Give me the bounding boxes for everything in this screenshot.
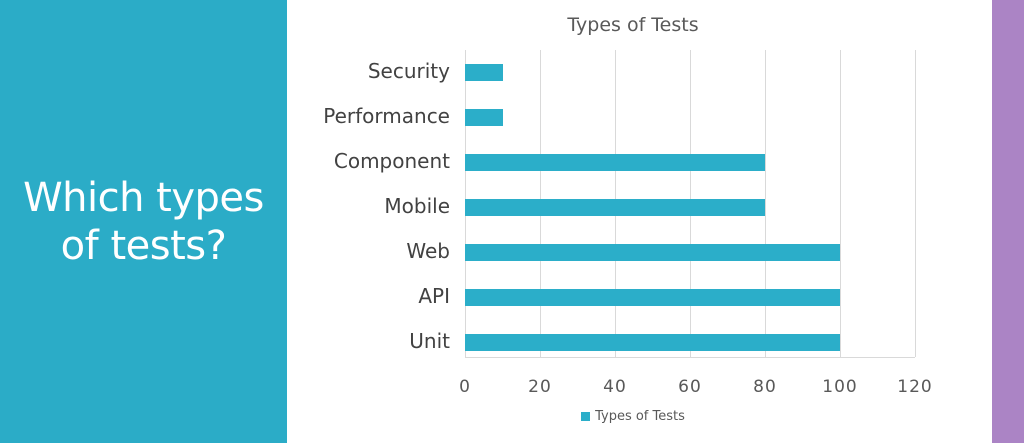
bar-mobile xyxy=(465,199,765,216)
x-tick-label: 120 xyxy=(897,377,933,397)
gridline-x-100 xyxy=(840,50,841,357)
gridline-x-80 xyxy=(765,50,766,357)
slide-headline: Which types of tests? xyxy=(23,174,264,270)
headline-line-1: Which types xyxy=(23,174,264,221)
title-panel: Which types of tests? xyxy=(0,0,287,443)
x-axis-line xyxy=(465,357,915,358)
category-label-web: Web xyxy=(406,239,450,263)
headline-line-2: of tests? xyxy=(60,222,227,269)
chart-legend: Types of Tests xyxy=(288,409,978,424)
chart-title: Types of Tests xyxy=(567,14,699,36)
x-tick-label: 100 xyxy=(822,377,858,397)
legend-swatch-icon xyxy=(581,412,591,421)
x-tick-label: 80 xyxy=(753,377,777,397)
bar-component xyxy=(465,154,765,171)
category-label-mobile: Mobile xyxy=(384,194,450,218)
bar-api xyxy=(465,289,840,306)
x-tick-label: 20 xyxy=(528,377,552,397)
bar-web xyxy=(465,244,840,261)
category-label-component: Component xyxy=(333,149,450,173)
bar-chart: Types of Tests 0 20 40 60 80 100 120 Security Pe… xyxy=(288,0,992,443)
plot-area: 0 20 40 60 80 100 120 Security Performance Compon… xyxy=(288,0,992,443)
category-label-security: Security xyxy=(367,59,450,83)
x-tick-label: 60 xyxy=(678,377,702,397)
legend-label: Types of Tests xyxy=(595,409,685,424)
x-tick-label: 40 xyxy=(603,377,627,397)
gridline-x-120 xyxy=(915,50,916,357)
x-tick-label: 0 xyxy=(459,377,471,397)
category-label-api: API xyxy=(418,284,450,308)
bar-unit xyxy=(465,334,840,351)
bar-security xyxy=(465,64,503,81)
purple-accent-strip xyxy=(992,0,1024,443)
bar-performance xyxy=(465,109,503,126)
category-label-performance: Performance xyxy=(323,104,450,128)
category-label-unit: Unit xyxy=(409,329,450,353)
